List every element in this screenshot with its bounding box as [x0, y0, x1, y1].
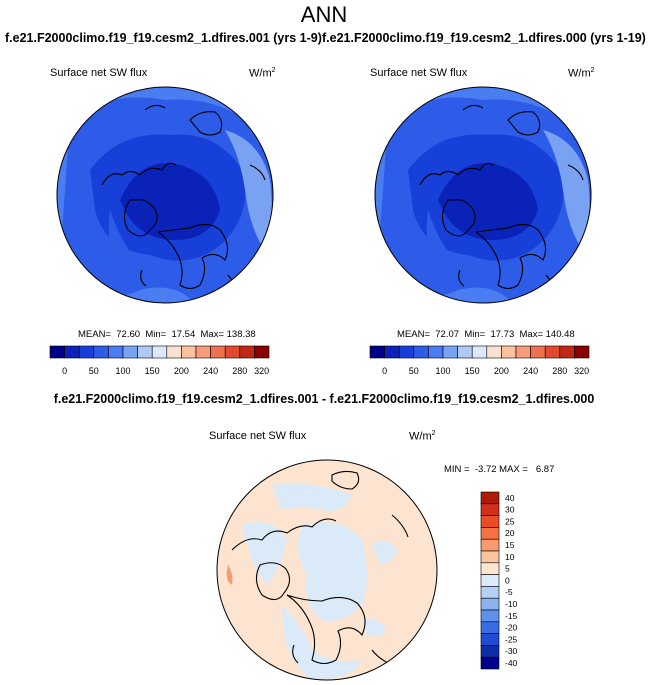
colorbar-tick-label: 150 [145, 366, 160, 376]
colorbar-tick-label: 320 [574, 366, 589, 376]
colorbar-tick-label: 50 [89, 366, 99, 376]
colorbar-tick-label: 50 [409, 366, 419, 376]
panel-1-stats: MEAN= 72.60 Min= 17.54 Max= 138.38 [78, 329, 256, 340]
colorbar-tick-label: -15 [505, 611, 518, 621]
colorbar-tick-label: -40 [505, 658, 518, 668]
difference-units: W/m2 [409, 430, 436, 443]
colorbar-swatch [151, 345, 168, 359]
colorbar-swatch [480, 515, 500, 528]
colorbar-swatch [413, 345, 429, 359]
panel-2-polar-map [374, 86, 592, 304]
panel-2-units: W/m2 [568, 67, 595, 80]
panel-1-units: W/m2 [249, 67, 276, 80]
panel-1-title: f.e21.F2000climo.f19_f19.cesm2_1.dfires.… [5, 31, 322, 45]
colorbar-swatch [480, 656, 500, 670]
colorbar-swatch [254, 345, 270, 359]
colorbar-swatch [480, 527, 500, 540]
panel-1-colorbar: 0 50 100 150 200 240 280 320 [49, 345, 270, 376]
colorbar-swatch [480, 597, 500, 611]
difference-title: f.e21.F2000climo.f19_f19.cesm2_1.dfires.… [53, 392, 595, 406]
difference-stats: MIN = -3.72 MAX = 6.87 [444, 464, 555, 475]
colorbar-swatch [486, 345, 502, 359]
colorbar-swatch [480, 645, 500, 658]
colorbar-swatch [480, 621, 500, 634]
colorbar-swatch [49, 345, 65, 359]
colorbar-swatch [480, 503, 500, 516]
difference-variable: Surface net SW flux [209, 430, 307, 442]
colorbar-swatch [544, 345, 561, 359]
colorbar-swatch [480, 538, 500, 552]
colorbar-swatch [166, 345, 182, 359]
colorbar-swatch [480, 491, 500, 505]
colorbar-tick-label: 25 [505, 516, 515, 526]
page-title: ANN [300, 2, 348, 27]
colorbar-swatch [210, 345, 226, 359]
colorbar-tick-label: 200 [174, 366, 189, 376]
colorbar-swatch [574, 345, 590, 359]
colorbar-swatch [471, 345, 488, 359]
colorbar-swatch [559, 345, 575, 359]
colorbar-swatch [530, 345, 546, 359]
colorbar-swatch [181, 345, 197, 359]
colorbar-tick-label: 30 [505, 505, 515, 515]
panel-2-variable: Surface net SW flux [370, 67, 468, 79]
colorbar-tick-label: 20 [505, 528, 515, 538]
colorbar-tick-label: -20 [505, 623, 518, 633]
colorbar-tick-label: 280 [552, 366, 567, 376]
colorbar-tick-label: 200 [494, 366, 509, 376]
colorbar-tick-label: 0 [505, 575, 510, 585]
colorbar-swatch [480, 586, 500, 599]
colorbar-swatch [122, 345, 138, 359]
colorbar-swatch [480, 574, 500, 587]
colorbar-tick-label: 280 [232, 366, 247, 376]
colorbar-tick-label: -10 [505, 599, 518, 609]
colorbar-tick-label: 320 [254, 366, 269, 376]
colorbar-tick-label: 100 [435, 366, 450, 376]
difference-polar-map [216, 459, 438, 681]
colorbar-swatch [428, 345, 444, 359]
colorbar-tick-label: 240 [203, 366, 218, 376]
colorbar-tick-label: 5 [505, 564, 510, 574]
colorbar-swatch [78, 345, 95, 359]
colorbar-tick-label: -25 [505, 634, 518, 644]
colorbar-tick-label: 0 [382, 366, 387, 376]
colorbar-tick-label: 240 [523, 366, 538, 376]
panel-2-stats: MEAN= 72.07 Min= 17.73 Max= 140.48 [397, 329, 575, 340]
colorbar-swatch [108, 345, 124, 359]
colorbar-swatch [398, 345, 415, 359]
colorbar-swatch [369, 345, 385, 359]
colorbar-swatch [224, 345, 241, 359]
colorbar-swatch [457, 345, 473, 359]
colorbar-swatch [384, 345, 400, 359]
colorbar-swatch [480, 633, 500, 646]
colorbar-swatch [480, 609, 500, 623]
panel-1-variable: Surface net SW flux [50, 67, 148, 79]
panel-2-colorbar: 0 50 100 150 200 240 280 320 [369, 345, 590, 376]
colorbar-swatch [515, 345, 531, 359]
colorbar-swatch [195, 345, 211, 359]
colorbar-swatch [480, 562, 500, 575]
panel-1-polar-map [56, 86, 274, 304]
colorbar-tick-label: 10 [505, 552, 515, 562]
colorbar-swatch [93, 345, 109, 359]
colorbar-tick-label: -5 [505, 587, 513, 597]
colorbar-tick-label: 15 [505, 540, 515, 550]
colorbar-tick-label: 100 [115, 366, 130, 376]
colorbar-swatch [64, 345, 80, 359]
colorbar-tick-label: 40 [505, 493, 515, 503]
colorbar-swatch [137, 345, 153, 359]
colorbar-tick-label: 0 [62, 366, 67, 376]
colorbar-tick-label: -30 [505, 646, 518, 656]
colorbar-swatch [501, 345, 517, 359]
colorbar-swatch [239, 345, 255, 359]
panel-2-title: f.e21.F2000climo.f19_f19.cesm2_1.dfires.… [322, 31, 646, 45]
colorbar-swatch [480, 550, 500, 564]
colorbar-swatch [442, 345, 458, 359]
colorbar-tick-label: 150 [465, 366, 480, 376]
